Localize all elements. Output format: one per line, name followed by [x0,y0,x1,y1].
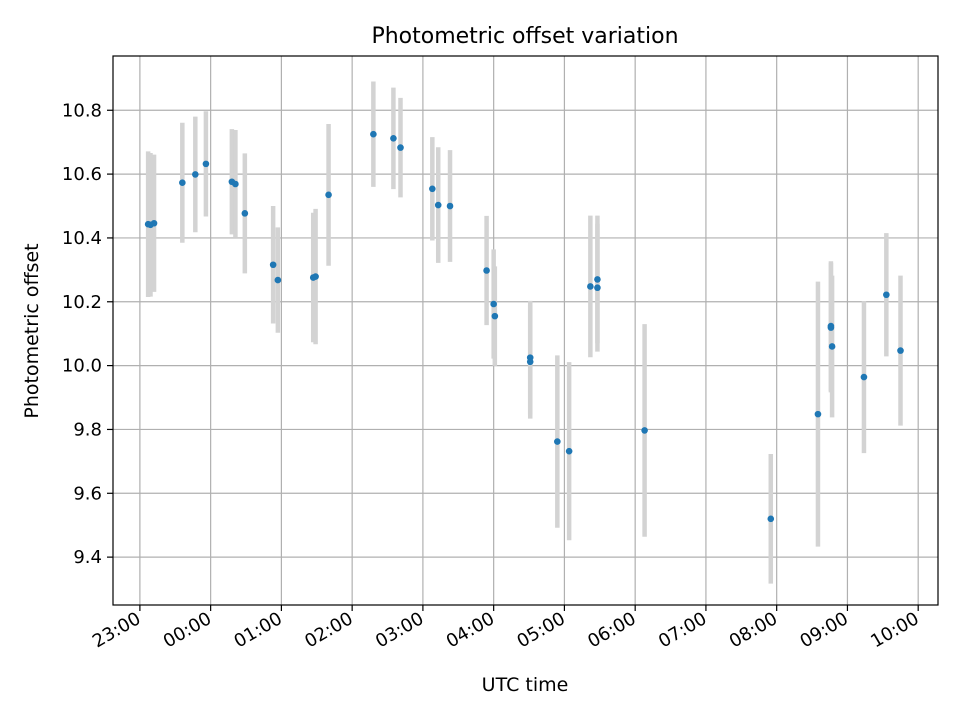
x-tick-label: 00:00 [160,608,215,652]
data-point [767,515,775,523]
y-tick-label: 10.8 [62,100,102,121]
x-axis-ticks: 23:00 00:00 01:00 02:00 03:00 04:00 05:00 06:00… [89,605,923,652]
x-tick-label: 10:00 [867,608,922,652]
data-point [241,210,249,217]
data-point [179,179,186,187]
data-point [325,191,332,199]
x-tick-label: 04:00 [443,608,498,652]
data-point [883,291,890,299]
data-point [483,267,490,274]
chart-title: Photometric offset variation [371,24,678,49]
data-point [397,144,404,151]
x-tick-label: 07:00 [655,608,710,652]
data-point [434,201,442,209]
data-point [446,202,454,210]
data-points [144,130,904,523]
error-bars [145,81,903,584]
data-point [565,447,573,455]
y-tick-label: 9.8 [73,419,102,440]
x-tick-label: 05:00 [513,608,568,652]
data-point [269,261,277,269]
data-point [587,283,594,290]
x-tick-label: 09:00 [797,608,852,652]
data-point [594,276,601,283]
data-point [274,276,282,284]
x-tick-label: 01:00 [230,608,285,652]
y-tick-label: 9.4 [73,547,102,568]
data-point [526,358,534,366]
data-point [312,273,319,280]
y-axis-ticks: 9.4 9.6 9.8 10.0 10.2 10.4 10.6 10.8 [62,100,113,568]
data-point [491,312,499,320]
y-tick-label: 10.0 [62,356,102,377]
x-tick-label: 08:00 [726,608,781,652]
data-point [814,410,822,418]
data-point [390,135,397,142]
data-point [370,130,377,138]
y-tick-label: 10.4 [62,228,102,249]
data-point [232,180,239,188]
data-point [429,185,436,193]
x-tick-label: 23:00 [89,608,144,652]
data-point [827,324,835,331]
x-tick-label: 02:00 [301,608,356,652]
y-axis-label: Photometric offset [21,243,43,418]
data-point [202,160,210,168]
y-tick-label: 10.2 [62,292,102,313]
data-point [897,347,904,354]
x-axis-label: UTC time [482,674,569,696]
data-point [641,427,648,434]
data-point [192,171,199,178]
y-tick-label: 9.6 [73,483,102,504]
x-tick-label: 03:00 [372,608,427,652]
data-point [554,438,561,445]
plot-area-frame [112,55,939,606]
data-point [860,373,868,381]
data-point [594,284,601,292]
y-tick-label: 10.6 [62,164,102,185]
x-tick-label: 06:00 [584,608,639,652]
data-point [150,219,158,227]
data-point [828,343,836,350]
data-point [490,300,497,308]
